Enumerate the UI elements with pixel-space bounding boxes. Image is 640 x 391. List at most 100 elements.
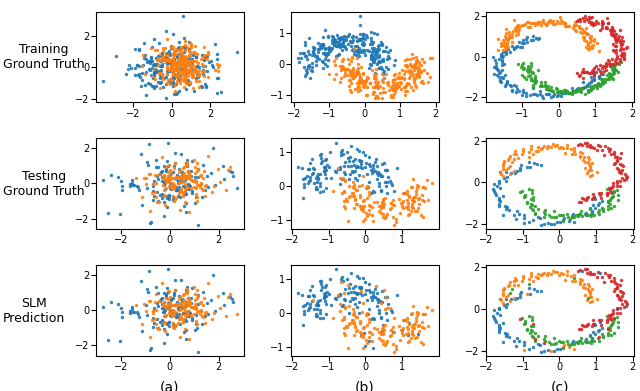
Point (319, 294, 330, 300)
Point (372, 79, 383, 85)
Point (148, 84, 159, 91)
Point (411, 60, 421, 66)
Point (341, 46, 351, 52)
Point (521, 93, 531, 99)
Point (378, 326, 388, 332)
Point (167, 66, 177, 73)
Point (349, 312, 359, 318)
X-axis label: (b): (b) (355, 380, 374, 391)
Point (161, 305, 172, 312)
Point (157, 72, 167, 78)
Point (165, 51, 175, 57)
Point (527, 151, 538, 157)
Point (338, 40, 348, 47)
Point (371, 48, 381, 54)
Point (585, 15, 595, 22)
Point (397, 326, 407, 333)
Point (592, 147, 602, 153)
Point (534, 19, 544, 25)
Point (586, 70, 596, 76)
Point (558, 90, 568, 96)
Point (527, 77, 537, 83)
Point (586, 294, 596, 300)
Point (403, 199, 413, 206)
Point (538, 144, 548, 151)
Point (607, 311, 617, 317)
Point (417, 319, 428, 325)
Point (157, 168, 167, 174)
Point (607, 68, 618, 74)
Point (153, 79, 163, 85)
Point (182, 175, 193, 181)
Point (196, 321, 207, 327)
Point (361, 287, 371, 293)
Point (200, 63, 210, 69)
Point (181, 67, 191, 73)
Point (184, 182, 194, 188)
Point (584, 35, 595, 41)
Point (362, 195, 372, 201)
Point (606, 72, 616, 78)
Point (602, 63, 612, 70)
Point (524, 219, 534, 225)
Point (166, 63, 176, 69)
Point (363, 184, 373, 190)
Point (315, 307, 325, 313)
Point (154, 298, 164, 304)
Point (333, 165, 344, 171)
Point (314, 45, 324, 52)
Point (187, 315, 197, 321)
Point (304, 50, 314, 57)
Point (344, 321, 355, 327)
Point (170, 48, 180, 54)
Point (175, 294, 185, 300)
Point (179, 190, 189, 197)
Point (584, 283, 595, 289)
Point (204, 49, 214, 55)
Point (576, 326, 586, 332)
Point (576, 86, 586, 92)
Point (410, 194, 420, 200)
Point (157, 301, 167, 307)
Point (516, 64, 526, 70)
Point (329, 41, 339, 48)
Point (381, 44, 391, 50)
Point (322, 51, 332, 57)
Point (593, 269, 604, 275)
Point (156, 70, 166, 76)
Point (148, 193, 159, 199)
Point (605, 71, 616, 77)
Point (391, 346, 401, 352)
Point (594, 211, 604, 217)
Point (317, 44, 327, 50)
Point (180, 312, 190, 319)
Point (599, 152, 609, 158)
Point (588, 22, 598, 28)
Point (536, 348, 546, 355)
Point (364, 316, 374, 322)
Point (527, 332, 537, 339)
Point (159, 56, 169, 62)
Point (330, 71, 340, 77)
Point (348, 305, 358, 312)
Point (522, 200, 532, 206)
Point (570, 19, 580, 25)
Point (148, 72, 159, 79)
Point (369, 72, 380, 79)
Point (175, 72, 186, 78)
Point (185, 300, 195, 306)
Point (311, 57, 321, 64)
Point (568, 88, 578, 94)
Point (148, 314, 158, 321)
Point (524, 313, 534, 319)
Point (558, 345, 568, 352)
Point (344, 31, 354, 38)
Point (371, 283, 381, 289)
Point (324, 47, 334, 54)
Point (412, 185, 422, 191)
Point (169, 301, 179, 308)
Point (408, 195, 419, 201)
Point (168, 60, 179, 66)
Point (601, 62, 611, 68)
Point (165, 60, 175, 66)
